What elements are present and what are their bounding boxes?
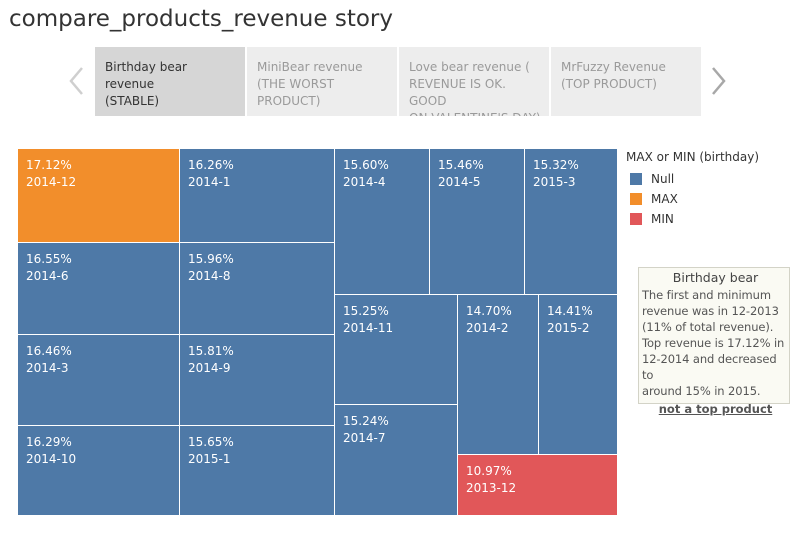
story-point-caption-line: (STABLE) [105, 94, 160, 108]
legend: MAX or MIN (birthday) Null MAX MIN [626, 150, 759, 229]
treemap-month-label: 2014-6 [26, 269, 69, 283]
treemap-month-label: 2014-2 [466, 321, 509, 335]
legend-item-min[interactable]: MIN [626, 209, 759, 229]
treemap-cell-2014-1[interactable]: 16.26% 2014-1 [180, 149, 335, 243]
treemap-cell-2015-1[interactable]: 15.65% 2015-1 [180, 426, 335, 516]
treemap-cell-2014-6[interactable]: 16.55% 2014-6 [18, 243, 180, 335]
treemap-cell-2014-4[interactable]: 15.60% 2014-4 [335, 149, 430, 295]
treemap-month-label: 2013-12 [466, 481, 517, 495]
next-story-point-button[interactable] [708, 62, 730, 100]
story-point-caption-line: MrFuzzy Revenue [561, 60, 666, 74]
story-point-caption-line: (TOP PRODUCT) [561, 77, 657, 91]
treemap-value-label: 15.60% [343, 158, 389, 172]
legend-label: MAX [651, 192, 678, 206]
treemap-cell-2014-7[interactable]: 15.24% 2014-7 [335, 405, 458, 516]
story-point-caption-line: (THE WORST [257, 77, 335, 91]
legend-label: MIN [651, 212, 674, 226]
treemap-month-label: 2014-12 [26, 175, 77, 189]
revenue-treemap: 17.12% 2014-12 16.55% 2014-6 16.46% 2014-3 16.… [18, 149, 618, 516]
treemap-value-label: 15.65% [188, 435, 234, 449]
treemap-cell-2015-3[interactable]: 15.32% 2015-3 [525, 149, 618, 295]
treemap-month-label: 2014-9 [188, 361, 231, 375]
story-point-3[interactable]: Love bear revenue ( REVENUE IS OK. GOOD ON… [399, 47, 549, 116]
treemap-month-label: 2014-11 [343, 321, 394, 335]
treemap-value-label: 14.41% [547, 304, 593, 318]
treemap-cell-2014-5[interactable]: 15.46% 2014-5 [430, 149, 525, 295]
chevron-left-icon [69, 67, 83, 95]
treemap-cell-2014-10[interactable]: 16.29% 2014-10 [18, 426, 180, 516]
treemap-value-label: 17.12% [26, 158, 72, 172]
treemap-cell-2014-12[interactable]: 17.12% 2014-12 [18, 149, 180, 243]
story-point-caption-line: Love bear revenue ( [409, 60, 530, 74]
treemap-value-label: 16.26% [188, 158, 234, 172]
treemap-month-label: 2014-10 [26, 452, 77, 466]
treemap-cell-2013-12[interactable]: 10.97% 2013-12 [458, 455, 618, 516]
annotation-box: Birthday bear The first and minimum reve… [638, 267, 790, 416]
treemap-value-label: 15.24% [343, 414, 389, 428]
treemap-cell-2015-2[interactable]: 14.41% 2015-2 [539, 295, 618, 455]
chevron-right-icon [712, 67, 726, 95]
legend-label: Null [651, 172, 675, 186]
treemap-value-label: 15.32% [533, 158, 579, 172]
treemap-value-label: 15.81% [188, 344, 234, 358]
legend-item-max[interactable]: MAX [626, 189, 759, 209]
treemap-value-label: 16.29% [26, 435, 72, 449]
story-point-4[interactable]: MrFuzzy Revenue (TOP PRODUCT) [551, 47, 701, 116]
treemap-cell-2014-2[interactable]: 14.70% 2014-2 [458, 295, 539, 455]
annotation-link[interactable]: not a top product [658, 402, 773, 416]
legend-title: MAX or MIN (birthday) [626, 150, 760, 164]
treemap-month-label: 2014-3 [26, 361, 69, 375]
treemap-value-label: 15.96% [188, 252, 234, 266]
prev-story-point-button[interactable] [66, 62, 88, 100]
story-point-caption-line: MiniBear revenue [257, 60, 363, 74]
treemap-month-label: 2014-4 [343, 175, 386, 189]
treemap-cell-2014-9[interactable]: 15.81% 2014-9 [180, 335, 335, 426]
story-point-caption-line: REVENUE IS OK. GOOD [409, 77, 506, 108]
treemap-value-label: 16.46% [26, 344, 72, 358]
treemap-cell-2014-3[interactable]: 16.46% 2014-3 [18, 335, 180, 426]
legend-swatch [630, 193, 642, 205]
story-title: compare_products_revenue story [9, 6, 393, 32]
treemap-value-label: 15.25% [343, 304, 389, 318]
treemap-cell-2014-8[interactable]: 15.96% 2014-8 [180, 243, 335, 335]
treemap-month-label: 2014-7 [343, 431, 386, 445]
treemap-month-label: 2014-8 [188, 269, 231, 283]
treemap-month-label: 2015-3 [533, 175, 576, 189]
treemap-month-label: 2014-5 [438, 175, 481, 189]
legend-swatch [630, 173, 642, 185]
story-point-caption-line: PRODUCT) [257, 94, 321, 108]
story-point-caption-line: ON VALENTINE'S DAY) [409, 110, 543, 116]
treemap-value-label: 14.70% [466, 304, 512, 318]
annotation-body: The first and minimum revenue was in 12-… [642, 288, 785, 398]
treemap-value-label: 16.55% [26, 252, 72, 266]
treemap-month-label: 2015-2 [547, 321, 590, 335]
treemap-month-label: 2014-1 [188, 175, 231, 189]
annotation-title: Birthday bear [672, 270, 759, 285]
story-points-navigator: Birthday bear revenue (STABLE) MiniBear re… [95, 47, 701, 116]
treemap-month-label: 2015-1 [188, 452, 231, 466]
treemap-value-label: 15.46% [438, 158, 484, 172]
story-point-caption-line: Birthday bear revenue [105, 60, 187, 91]
legend-swatch [630, 213, 642, 225]
story-point-2[interactable]: MiniBear revenue (THE WORST PRODUCT) [247, 47, 397, 116]
treemap-value-label: 10.97% [466, 464, 512, 478]
legend-item-null[interactable]: Null [626, 169, 759, 189]
treemap-cell-2014-11[interactable]: 15.25% 2014-11 [335, 295, 458, 405]
story-point-1[interactable]: Birthday bear revenue (STABLE) [95, 47, 245, 116]
